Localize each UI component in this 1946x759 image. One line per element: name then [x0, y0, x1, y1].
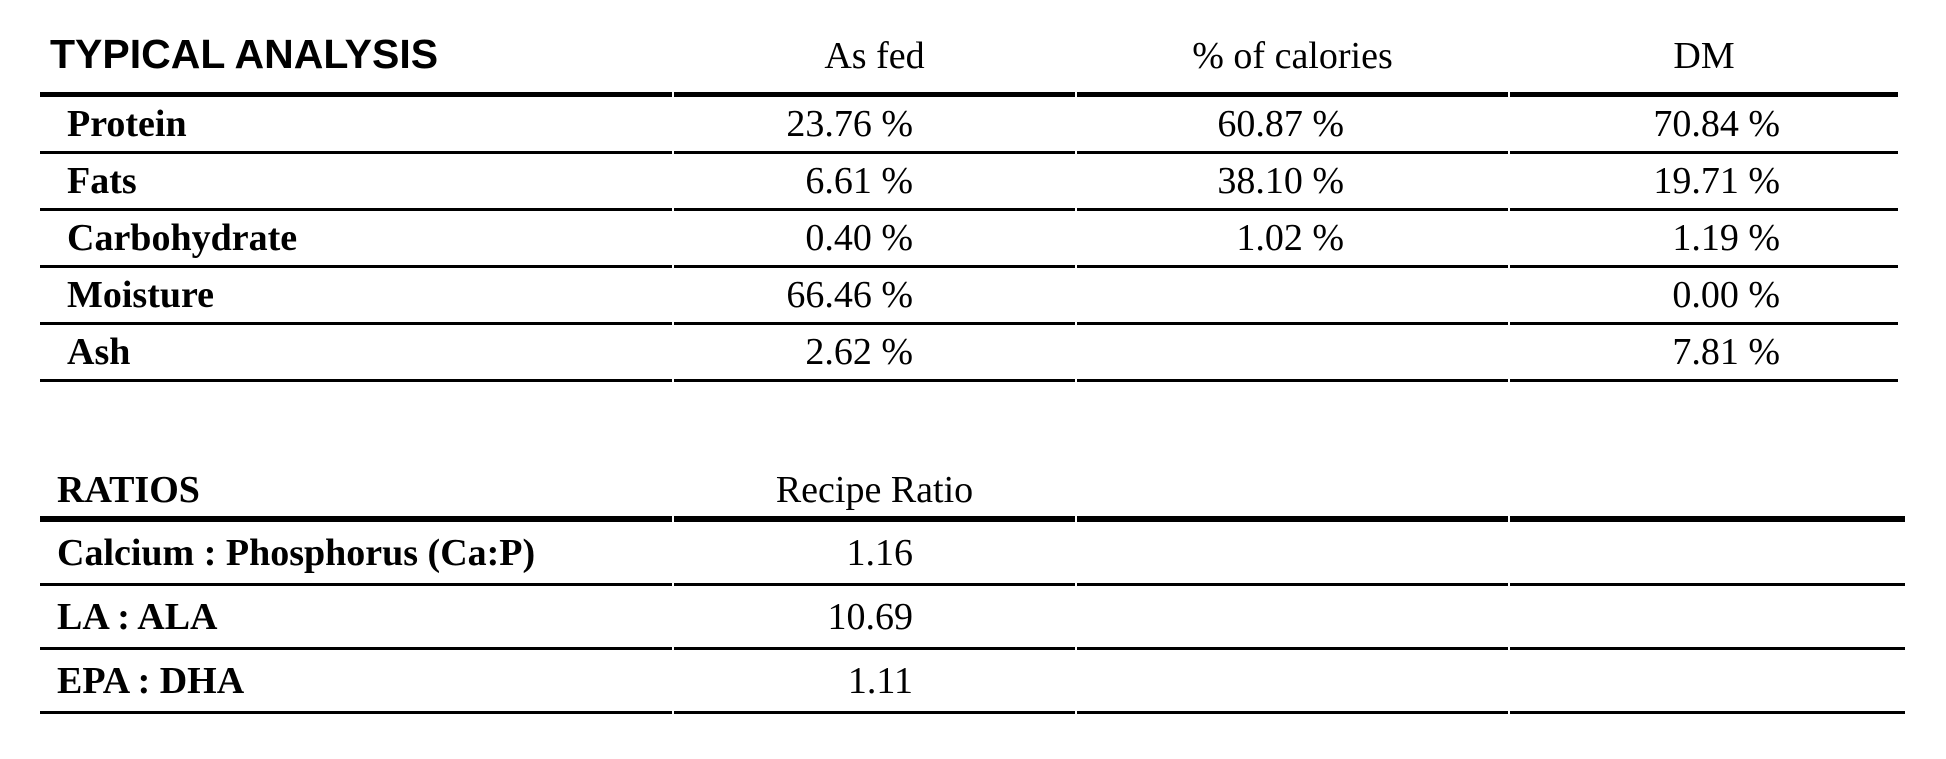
value-cell: 1.11 [674, 650, 1075, 714]
table-row-epa-dha-ratio: EPA : DHA 1.11 [40, 650, 1905, 714]
column-header-pct-of-calories: % of calories [1077, 22, 1508, 97]
typical-analysis-title: TYPICAL ANALYSIS [40, 22, 672, 97]
value-cell: 70.84 % [1510, 97, 1898, 154]
value-cell-empty [1077, 325, 1508, 382]
value-cell: 10.69 [674, 586, 1075, 650]
value-cell: 7.81 % [1510, 325, 1898, 382]
value-cell: 1.19 % [1510, 211, 1898, 268]
column-header-recipe-ratio: Recipe Ratio [674, 461, 1075, 522]
value-cell: 38.10 % [1077, 154, 1508, 211]
value-cell: 66.46 % [674, 268, 1075, 325]
table-row-ca-p-ratio: Calcium : Phosphorus (Ca:P) 1.16 [40, 522, 1905, 586]
ratios-table: RATIOS Recipe Ratio Calcium : Phosphorus… [38, 461, 1907, 714]
ratios-header-row: RATIOS Recipe Ratio [40, 461, 1905, 522]
table-row-protein: Protein 23.76 % 60.87 % 70.84 % [40, 97, 1898, 154]
value-cell: 0.40 % [674, 211, 1075, 268]
empty-cell [1077, 650, 1508, 714]
empty-cell [1077, 586, 1508, 650]
column-header-as-fed: As fed [674, 22, 1075, 97]
value-cell-empty [1077, 268, 1508, 325]
value-cell: 23.76 % [674, 97, 1075, 154]
empty-cell [1077, 522, 1508, 586]
typical-analysis-table: TYPICAL ANALYSIS As fed % of calories DM… [38, 22, 1900, 382]
empty-cell [1510, 650, 1905, 714]
table-row-ash: Ash 2.62 % 7.81 % [40, 325, 1898, 382]
empty-cell [1510, 522, 1905, 586]
value-cell: 0.00 % [1510, 268, 1898, 325]
table-row-moisture: Moisture 66.46 % 0.00 % [40, 268, 1898, 325]
table-row-la-ala-ratio: LA : ALA 10.69 [40, 586, 1905, 650]
row-label: EPA : DHA [40, 650, 672, 714]
empty-header-cell [1510, 461, 1905, 522]
value-cell: 1.02 % [1077, 211, 1508, 268]
table-row-fats: Fats 6.61 % 38.10 % 19.71 % [40, 154, 1898, 211]
value-cell: 2.62 % [674, 325, 1075, 382]
value-cell: 60.87 % [1077, 97, 1508, 154]
value-cell: 19.71 % [1510, 154, 1898, 211]
row-label: Fats [40, 154, 672, 211]
table-row-carbohydrate: Carbohydrate 0.40 % 1.02 % 1.19 % [40, 211, 1898, 268]
empty-header-cell [1077, 461, 1508, 522]
value-cell: 6.61 % [674, 154, 1075, 211]
row-label: LA : ALA [40, 586, 672, 650]
row-label: Carbohydrate [40, 211, 672, 268]
row-label: Moisture [40, 268, 672, 325]
row-label: Ash [40, 325, 672, 382]
row-label: Calcium : Phosphorus (Ca:P) [40, 522, 672, 586]
value-cell: 1.16 [674, 522, 1075, 586]
ratios-title: RATIOS [40, 461, 672, 522]
column-header-dm: DM [1510, 22, 1898, 97]
row-label: Protein [40, 97, 672, 154]
typical-analysis-header-row: TYPICAL ANALYSIS As fed % of calories DM [40, 22, 1898, 97]
empty-cell [1510, 586, 1905, 650]
